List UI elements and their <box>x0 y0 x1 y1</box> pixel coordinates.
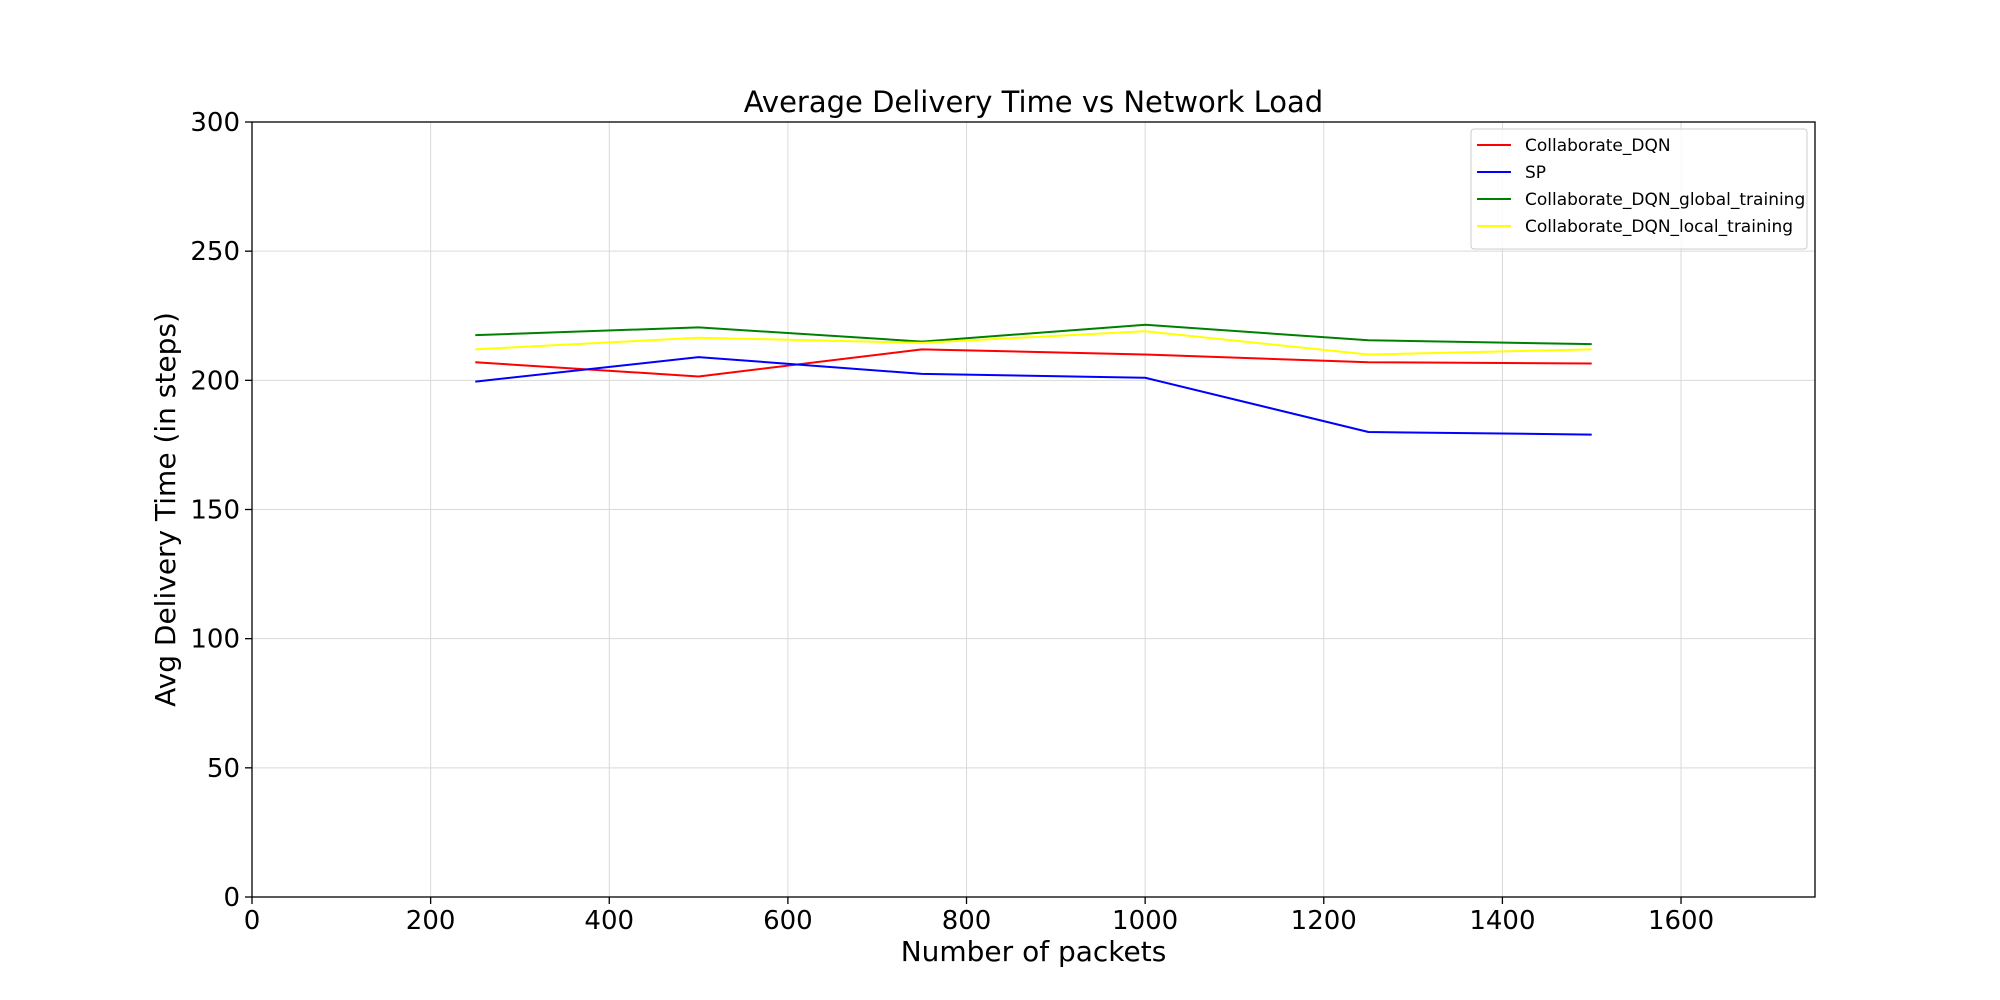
x-tick-label: 1400 <box>1469 906 1535 936</box>
series-layer <box>475 323 1592 436</box>
x-tick-label: 1200 <box>1291 906 1357 936</box>
y-axis-label: Avg Delivery Time (in steps) <box>149 312 182 707</box>
y-tick-label: 50 <box>207 754 240 784</box>
y-tick-label: 0 <box>223 883 240 913</box>
x-tick-label: 800 <box>942 906 992 936</box>
legend-box <box>1470 128 1808 250</box>
series-line-2 <box>475 356 1592 436</box>
y-tick-label: 300 <box>190 108 240 138</box>
x-tick-label: 1600 <box>1648 906 1714 936</box>
x-tick-label: 0 <box>244 906 261 936</box>
series-line-1 <box>475 348 1592 378</box>
legend-label: Collaborate_DQN <box>1525 136 1671 156</box>
x-tick-label: 600 <box>763 906 813 936</box>
legend-label: Collaborate_DQN_local_training <box>1525 217 1793 237</box>
y-tick-label: 150 <box>190 496 240 526</box>
legend-label: SP <box>1525 163 1546 183</box>
series-line-3 <box>475 323 1592 346</box>
x-tick-label: 200 <box>406 906 456 936</box>
x-axis-label: Number of packets <box>901 935 1167 968</box>
y-tick-label: 100 <box>190 625 240 655</box>
y-tick-label: 200 <box>190 366 240 396</box>
x-tick-label: 400 <box>584 906 634 936</box>
series-line-4 <box>475 330 1592 356</box>
legend: Collaborate_DQN SP Collaborate_DQN_global_… <box>1470 128 1808 250</box>
y-tick-label: 250 <box>190 237 240 267</box>
legend-label: Collaborate_DQN_global_training <box>1525 190 1805 210</box>
y-axis-ticks: 0 50 100 150 200 250 300 <box>190 108 252 913</box>
x-axis-ticks: 0 200 400 600 800 1000 1200 1400 1600 <box>244 897 1714 936</box>
x-tick-label: 1000 <box>1112 906 1178 936</box>
chart-title: Average Delivery Time vs Network Load <box>744 85 1323 119</box>
